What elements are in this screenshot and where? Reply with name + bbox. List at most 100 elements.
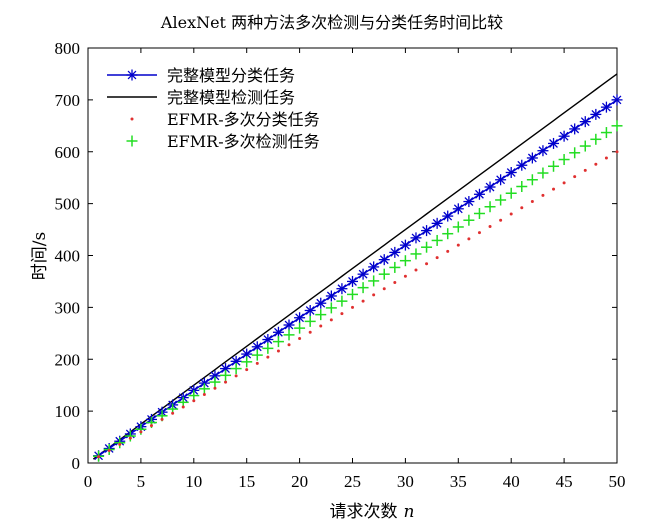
series-3-point-43 <box>548 160 560 172</box>
series-3-point-21 <box>315 309 327 321</box>
series-2-point-27 <box>382 287 386 291</box>
series-2-point-45 <box>573 175 577 179</box>
series-2-point-14 <box>245 368 249 372</box>
series-2-point-43 <box>552 187 556 191</box>
x-tick-label-2: 10 <box>185 472 202 491</box>
series-0 <box>93 94 623 462</box>
y-tick-label-6: 600 <box>55 143 81 162</box>
series-3-point-22 <box>325 302 337 314</box>
series-2-point-15 <box>255 361 259 365</box>
series-0-point-37 <box>484 181 496 193</box>
series-2-point-4 <box>139 430 143 434</box>
series-2-point-40 <box>520 206 524 210</box>
series-3-point-32 <box>431 234 443 246</box>
axis-ticks: 0 5 10 15 20 25 30 35 40 45 5001002003004005006007… <box>55 39 626 491</box>
series-3-point-24 <box>347 288 358 300</box>
series-2-point-17 <box>276 349 280 353</box>
x-tick-label-0: 0 <box>84 472 93 491</box>
series-2-point-30 <box>414 268 418 272</box>
series-2-point-2 <box>118 442 122 446</box>
series-3-point-47 <box>590 133 602 145</box>
series-3-point-29 <box>399 255 411 267</box>
series-3-point-39 <box>505 187 517 199</box>
series-0-point-22 <box>325 290 337 302</box>
series-0-point-25 <box>357 268 369 280</box>
series-0-point-14 <box>241 348 253 360</box>
series-2-point-31 <box>425 262 429 266</box>
series-2-point-42 <box>541 193 545 197</box>
series-2-point-1 <box>107 449 111 453</box>
series-2-point-22 <box>329 318 333 322</box>
series-0-point-27 <box>378 254 390 266</box>
series-2-point-49 <box>615 150 619 154</box>
series-2-point-16 <box>266 355 270 359</box>
series-3-point-9 <box>188 390 200 402</box>
y-axis-label: 时间/s <box>30 232 50 280</box>
series-0-point-18 <box>283 319 295 331</box>
series-2-point-39 <box>509 212 513 216</box>
series-3-point-45 <box>569 147 581 159</box>
series-0-point-16 <box>262 334 274 346</box>
series-2-point-34 <box>456 243 460 247</box>
series-3-point-20 <box>304 315 316 327</box>
series-layer <box>92 73 623 462</box>
legend-label-2: EFMR-多次分类任务 <box>167 110 320 129</box>
series-3-point-49 <box>611 120 623 132</box>
series-0-point-41 <box>526 152 538 164</box>
x-tick-label-4: 20 <box>291 472 308 491</box>
x-axis-label-text: 请求次数 <box>330 502 398 522</box>
series-2-point-25 <box>361 299 365 303</box>
series-3-point-26 <box>368 275 380 287</box>
series-3-point-3 <box>124 430 136 442</box>
series-3-point-46 <box>579 140 591 152</box>
series-2-point-13 <box>234 374 238 378</box>
series-0-point-24 <box>347 275 358 287</box>
series-3-point-37 <box>484 201 496 213</box>
series-3-point-15 <box>251 349 263 361</box>
series-0-point-34 <box>452 203 464 215</box>
series-3-point-27 <box>378 268 390 280</box>
y-tick-label-7: 700 <box>55 91 81 110</box>
series-2-point-41 <box>530 200 534 204</box>
series-2-point-33 <box>446 249 450 253</box>
series-2-point-21 <box>319 324 323 328</box>
x-tick-label-8: 40 <box>503 472 520 491</box>
series-2-point-23 <box>340 312 344 316</box>
series-0-point-26 <box>368 261 380 273</box>
x-tick-label-7: 35 <box>450 472 467 491</box>
series-0-point-33 <box>442 210 454 222</box>
series-3-point-2 <box>114 437 126 449</box>
series-2-point-28 <box>393 280 397 284</box>
series-0-point-28 <box>389 246 401 258</box>
x-tick-label-1: 5 <box>137 472 146 491</box>
series-0-point-38 <box>495 174 507 186</box>
series-3-point-11 <box>209 376 221 388</box>
series-2-point-26 <box>372 293 376 297</box>
series-0-point-48 <box>600 101 612 113</box>
y-tick-label-8: 800 <box>55 39 81 58</box>
series-3-point-31 <box>421 241 433 253</box>
legend-marker-3 <box>126 135 138 147</box>
series-3-point-19 <box>294 322 306 334</box>
x-tick-label-6: 30 <box>397 472 414 491</box>
series-2-point-37 <box>488 224 492 228</box>
series-2-point-47 <box>594 162 598 166</box>
series-3-point-38 <box>495 194 507 206</box>
x-tick-label-3: 15 <box>238 472 255 491</box>
series-0-point-35 <box>463 196 475 208</box>
series-0-point-44 <box>558 130 570 142</box>
series-3-point-48 <box>600 127 612 139</box>
series-0-point-45 <box>569 123 581 135</box>
series-3 <box>93 120 623 462</box>
series-2-point-8 <box>181 405 185 409</box>
chart-title: AlexNet 两种方法多次检测与分类任务时间比较 <box>160 13 503 32</box>
series-3-point-12 <box>220 369 232 381</box>
series-0-point-47 <box>590 108 602 120</box>
series-2-point-0 <box>97 455 101 459</box>
x-axis-label-var: n <box>404 502 415 522</box>
y-tick-label-5: 500 <box>55 195 81 214</box>
series-2-point-5 <box>149 424 153 428</box>
